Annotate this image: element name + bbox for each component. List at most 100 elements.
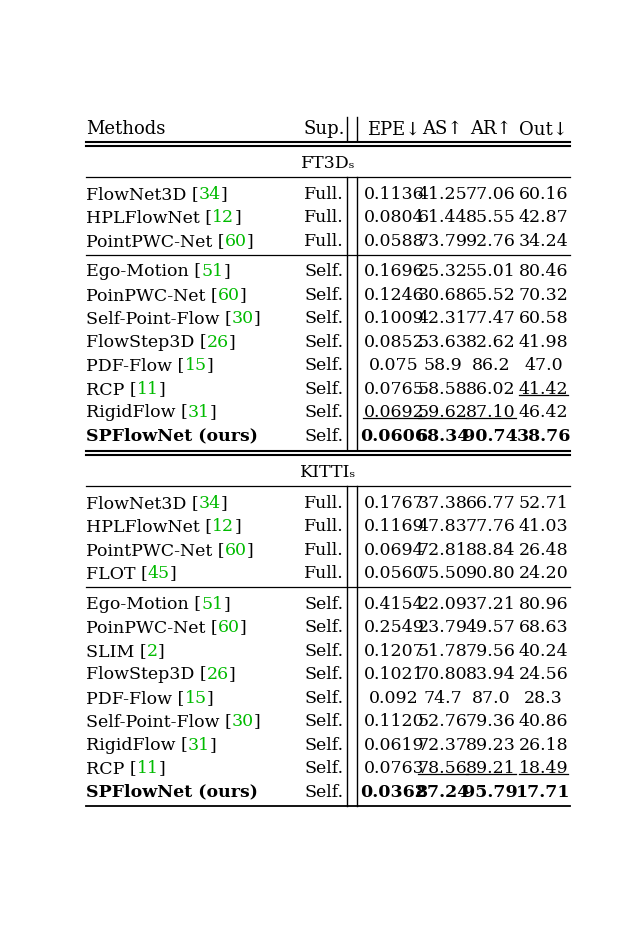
Text: 17.71: 17.71 [516, 784, 571, 801]
Text: ]: ] [254, 713, 261, 730]
Text: Self.: Self. [305, 619, 344, 636]
Text: 0.0606: 0.0606 [360, 428, 428, 444]
Text: ]: ] [240, 619, 246, 636]
Text: 42.87: 42.87 [518, 209, 568, 226]
Text: 79.56: 79.56 [466, 642, 516, 660]
Text: Sup.: Sup. [303, 121, 345, 139]
Text: FLOT [: FLOT [ [86, 566, 148, 582]
Text: 86.2: 86.2 [472, 357, 510, 374]
Text: FlowNet3D [: FlowNet3D [ [86, 494, 199, 512]
Text: Self.: Self. [305, 404, 344, 421]
Text: 59.62: 59.62 [418, 404, 468, 421]
Text: 88.84: 88.84 [466, 542, 515, 559]
Text: ]: ] [223, 263, 230, 280]
Text: Self.: Self. [305, 287, 344, 304]
Text: 31: 31 [188, 404, 210, 421]
Text: Self-Point-Flow [: Self-Point-Flow [ [86, 713, 232, 730]
Text: 23.79: 23.79 [418, 619, 468, 636]
Text: PoinPWC-Net [: PoinPWC-Net [ [86, 619, 218, 636]
Text: ]: ] [223, 596, 230, 613]
Text: 60.58: 60.58 [518, 310, 568, 327]
Text: 77.76: 77.76 [466, 518, 516, 535]
Text: 82.62: 82.62 [466, 334, 516, 350]
Text: 0.0763: 0.0763 [364, 760, 424, 777]
Text: KITTIₛ: KITTIₛ [300, 464, 356, 481]
Text: 38.76: 38.76 [516, 428, 571, 444]
Text: 55.01: 55.01 [466, 263, 516, 280]
Text: RCP [: RCP [ [86, 760, 137, 777]
Text: 0.2549: 0.2549 [364, 619, 424, 636]
Text: Self.: Self. [305, 428, 344, 444]
Text: 22.09: 22.09 [418, 596, 468, 613]
Text: Self.: Self. [305, 666, 344, 683]
Text: FlowNet3D [: FlowNet3D [ [86, 186, 199, 203]
Text: 0.1136: 0.1136 [364, 186, 424, 203]
Text: PDF-Flow [: PDF-Flow [ [86, 690, 184, 707]
Text: 51.78: 51.78 [418, 642, 468, 660]
Text: ]: ] [234, 518, 241, 535]
Text: 0.1207: 0.1207 [364, 642, 424, 660]
Text: 87.24: 87.24 [415, 784, 470, 801]
Text: 87.0: 87.0 [472, 690, 510, 707]
Text: ]: ] [246, 233, 253, 250]
Text: SPFlowNet (ours): SPFlowNet (ours) [86, 784, 258, 801]
Text: 0.092: 0.092 [369, 690, 419, 707]
Text: 26.18: 26.18 [518, 736, 568, 754]
Text: 0.1009: 0.1009 [364, 310, 424, 327]
Text: 51: 51 [201, 263, 223, 280]
Text: 30: 30 [232, 310, 254, 327]
Text: 89.23: 89.23 [466, 736, 516, 754]
Text: 90.80: 90.80 [466, 566, 516, 582]
Text: 24.56: 24.56 [518, 666, 568, 683]
Text: Self.: Self. [305, 690, 344, 707]
Text: ]: ] [207, 690, 213, 707]
Text: Full.: Full. [304, 566, 344, 582]
Text: Self.: Self. [305, 310, 344, 327]
Text: 72.37: 72.37 [418, 736, 468, 754]
Text: SPFlowNet (ours): SPFlowNet (ours) [86, 428, 258, 444]
Text: Self.: Self. [305, 642, 344, 660]
Text: RigidFlow [: RigidFlow [ [86, 404, 188, 421]
Text: ]: ] [254, 310, 261, 327]
Text: 83.94: 83.94 [466, 666, 516, 683]
Text: 60: 60 [225, 233, 246, 250]
Text: ]: ] [170, 566, 177, 582]
Text: 41.25: 41.25 [418, 186, 468, 203]
Text: AR↑: AR↑ [470, 121, 511, 139]
Text: PoinPWC-Net [: PoinPWC-Net [ [86, 287, 218, 304]
Text: 60: 60 [218, 287, 240, 304]
Text: 11: 11 [137, 760, 159, 777]
Text: RCP [: RCP [ [86, 381, 137, 398]
Text: 61.44: 61.44 [418, 209, 467, 226]
Text: SLIM [: SLIM [ [86, 642, 147, 660]
Text: ]: ] [158, 642, 164, 660]
Text: 37.38: 37.38 [418, 494, 468, 512]
Text: 30.68: 30.68 [418, 287, 467, 304]
Text: 70.80: 70.80 [418, 666, 467, 683]
Text: 53.63: 53.63 [418, 334, 468, 350]
Text: 34.24: 34.24 [518, 233, 568, 250]
Text: 37.21: 37.21 [466, 596, 516, 613]
Text: 0.0694: 0.0694 [364, 542, 424, 559]
Text: 41.98: 41.98 [518, 334, 568, 350]
Text: HPLFlowNet [: HPLFlowNet [ [86, 518, 212, 535]
Text: 58.9: 58.9 [423, 357, 462, 374]
Text: PointPWC-Net [: PointPWC-Net [ [86, 542, 225, 559]
Text: PDF-Flow [: PDF-Flow [ [86, 357, 184, 374]
Text: 77.06: 77.06 [466, 186, 516, 203]
Text: Self.: Self. [305, 713, 344, 730]
Text: 25.32: 25.32 [418, 263, 468, 280]
Text: Full.: Full. [304, 542, 344, 559]
Text: ]: ] [159, 381, 166, 398]
Text: 46.42: 46.42 [518, 404, 568, 421]
Text: 74.7: 74.7 [423, 690, 462, 707]
Text: 0.1767: 0.1767 [364, 494, 424, 512]
Text: 40.24: 40.24 [518, 642, 568, 660]
Text: Full.: Full. [304, 518, 344, 535]
Text: 2: 2 [147, 642, 158, 660]
Text: Self.: Self. [305, 736, 344, 754]
Text: 0.0852: 0.0852 [364, 334, 424, 350]
Text: 73.79: 73.79 [418, 233, 468, 250]
Text: 0.0588: 0.0588 [364, 233, 424, 250]
Text: 72.81: 72.81 [418, 542, 468, 559]
